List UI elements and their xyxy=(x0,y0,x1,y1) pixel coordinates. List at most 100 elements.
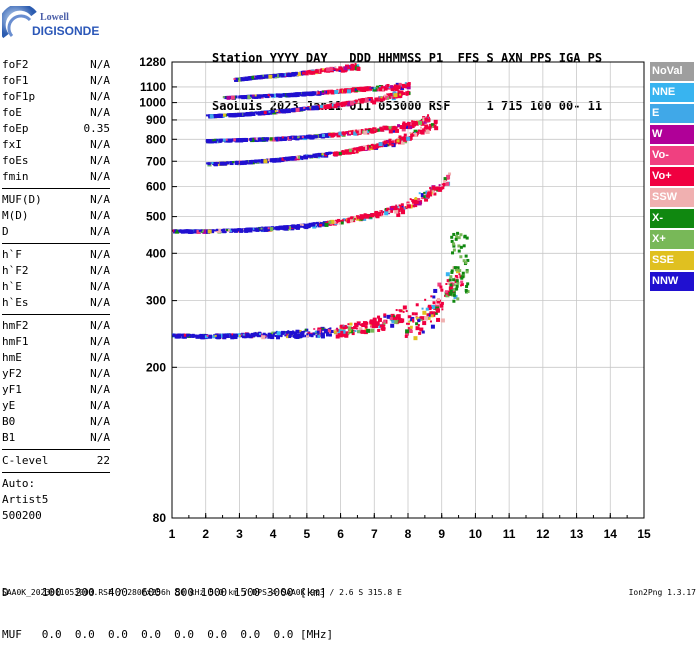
c-level-value: 22 xyxy=(96,454,110,467)
echo-point xyxy=(393,93,398,98)
echo-point xyxy=(260,94,263,97)
echo-point xyxy=(420,121,425,126)
echo-point xyxy=(356,66,361,71)
echo-point xyxy=(231,161,234,164)
echo-point xyxy=(452,232,456,236)
echo-point xyxy=(270,335,275,340)
echo-point xyxy=(447,281,451,285)
echo-point xyxy=(341,149,344,152)
echo-point xyxy=(432,301,436,305)
echo-point xyxy=(297,155,301,159)
echo-point xyxy=(445,181,450,186)
echo-point xyxy=(243,76,248,81)
echo-point xyxy=(349,330,352,333)
echo-point xyxy=(261,335,266,340)
echo-point xyxy=(419,129,424,134)
echo-point xyxy=(389,206,394,211)
echo-point xyxy=(356,100,360,104)
echo-point xyxy=(346,89,351,94)
echo-point xyxy=(453,294,458,299)
echo-point xyxy=(374,97,379,102)
legend-item: NNW xyxy=(650,272,694,291)
echo-point xyxy=(373,87,376,90)
echo-point xyxy=(248,160,251,163)
echo-point xyxy=(270,93,273,96)
echo-point xyxy=(363,86,367,90)
echo-point xyxy=(415,326,420,331)
echo-point xyxy=(360,87,364,91)
echo-point xyxy=(258,137,263,142)
echo-point xyxy=(390,323,395,328)
echo-point xyxy=(325,152,329,156)
x-tick-label: 10 xyxy=(469,527,483,541)
echo-point xyxy=(370,328,375,333)
echo-point xyxy=(194,229,199,234)
echo-point xyxy=(274,158,278,162)
echo-point xyxy=(283,157,286,160)
y-tick-label: 500 xyxy=(146,210,166,224)
echo-point xyxy=(343,88,346,91)
echo-point xyxy=(372,127,375,130)
echo-point xyxy=(415,200,419,204)
echo-point xyxy=(252,332,257,337)
echo-point xyxy=(321,222,326,227)
echo-point xyxy=(281,157,285,161)
echo-point xyxy=(325,105,330,110)
echo-point xyxy=(247,76,252,81)
echo-point xyxy=(334,69,337,72)
echo-point xyxy=(369,320,373,324)
echo-point xyxy=(462,244,466,248)
echo-point xyxy=(466,282,470,286)
echo-point xyxy=(287,93,292,98)
echo-point xyxy=(262,333,266,337)
echo-point xyxy=(204,335,208,339)
polarization-legend: NoVal NNE E W Vo- Vo+ SSW X- X+ SSE NNW xyxy=(650,62,694,293)
echo-point xyxy=(347,323,350,326)
echo-point xyxy=(457,249,461,253)
x-tick-label: 14 xyxy=(604,527,618,541)
echo-point xyxy=(277,158,282,163)
param-name: foEp xyxy=(2,122,29,135)
echo-point xyxy=(267,94,270,97)
param-name: B0 xyxy=(2,415,16,428)
echo-point xyxy=(260,111,263,114)
echo-point xyxy=(252,160,255,163)
echo-point xyxy=(404,82,407,85)
echo-point xyxy=(424,316,429,321)
y-tick-label: 1280 xyxy=(139,55,166,69)
echo-point xyxy=(246,228,250,232)
param-name: h`Es xyxy=(2,296,29,309)
echo-point xyxy=(291,136,294,139)
echo-point xyxy=(299,223,302,226)
echo-point xyxy=(391,320,395,324)
echo-point xyxy=(248,334,253,339)
echo-point xyxy=(279,137,283,141)
echo-point xyxy=(341,101,344,104)
echo-point xyxy=(458,273,461,276)
echo-point xyxy=(280,73,285,78)
echo-point xyxy=(454,274,458,278)
echo-point xyxy=(225,138,228,141)
echo-point xyxy=(189,229,194,234)
echo-point xyxy=(424,298,427,301)
echo-point xyxy=(425,129,430,134)
legend-item: SSE xyxy=(650,251,694,270)
logo-text-lowell: Lowell xyxy=(40,12,69,23)
x-tick-label: 1 xyxy=(169,527,176,541)
x-tick-label: 8 xyxy=(405,527,412,541)
echo-point xyxy=(206,334,209,337)
echo-point xyxy=(342,218,346,222)
param-value: N/A xyxy=(90,296,110,309)
echo-point xyxy=(297,331,300,334)
echo-point xyxy=(440,301,444,305)
echo-point xyxy=(386,208,389,211)
echo-point xyxy=(344,149,349,154)
legend-item: E xyxy=(650,104,694,123)
echo-point xyxy=(449,275,453,279)
echo-point xyxy=(401,83,406,88)
echo-point xyxy=(415,303,419,307)
echo-point xyxy=(460,284,463,287)
echo-point xyxy=(406,322,409,325)
echo-point xyxy=(357,322,360,325)
echo-point xyxy=(454,237,458,241)
